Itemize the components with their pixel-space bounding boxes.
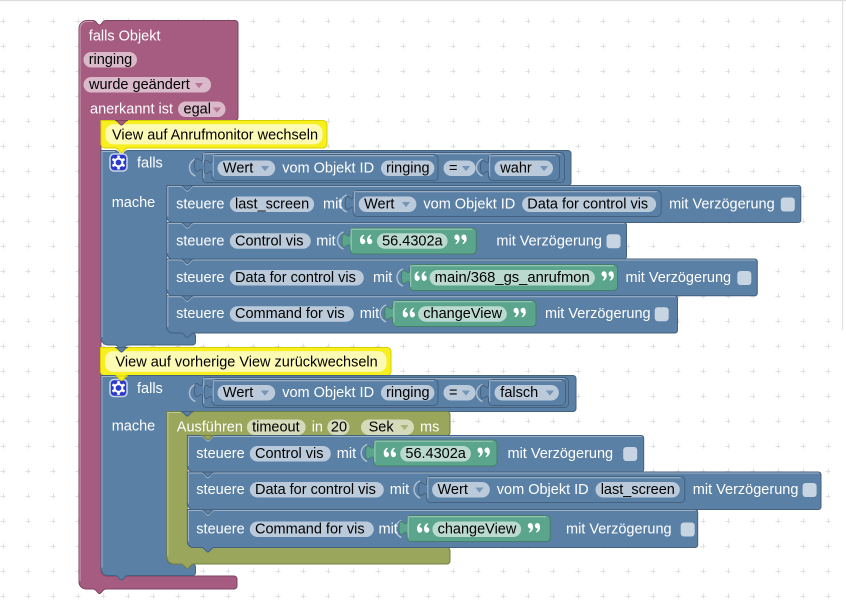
svg-text:vom Objekt ID: vom Objekt ID [423, 197, 515, 213]
svg-text:mit Verzögerung: mit Verzögerung [545, 306, 651, 322]
svg-text:mit Verzögerung: mit Verzögerung [508, 446, 614, 462]
svg-text:wurde geändert: wurde geändert [88, 77, 190, 93]
svg-text:mit Verzögerung: mit Verzögerung [669, 197, 775, 213]
svg-text:main/368_gs_anrufmon: main/368_gs_anrufmon [435, 270, 590, 286]
svg-text:timeout: timeout [252, 420, 300, 436]
svg-text:=: = [449, 385, 457, 401]
svg-text:mit Verzögerung: mit Verzögerung [496, 233, 602, 249]
svg-text:mit Verzögerung: mit Verzögerung [693, 482, 799, 498]
svg-text:mit Verzögerung: mit Verzögerung [626, 270, 732, 286]
svg-text:mache: mache [112, 419, 156, 435]
svg-text:Sek: Sek [369, 420, 395, 436]
svg-text:Command for vis: Command for vis [235, 306, 345, 322]
svg-text:steuere: steuere [176, 197, 224, 213]
svg-text:Ausführen: Ausführen [177, 420, 243, 436]
svg-text:mit: mit [379, 522, 398, 538]
svg-text:=: = [449, 161, 457, 177]
svg-text:Control vis: Control vis [255, 446, 324, 462]
svg-text:Wert: Wert [364, 197, 394, 213]
svg-text:Data for control vis: Data for control vis [527, 197, 648, 213]
svg-text:Wert: Wert [438, 482, 468, 498]
svg-text:steuere: steuere [196, 522, 244, 538]
svg-text:ringing: ringing [386, 385, 430, 401]
svg-text:ms: ms [420, 420, 439, 436]
svg-text:mit: mit [316, 233, 335, 249]
svg-text:vom Objekt ID: vom Objekt ID [497, 482, 589, 498]
svg-text:changeView: changeView [438, 522, 517, 538]
svg-text:changeView: changeView [423, 306, 502, 322]
svg-text:mache: mache [112, 195, 156, 211]
svg-text:56.4302a: 56.4302a [382, 233, 443, 249]
svg-text:mit Verzögerung: mit Verzögerung [566, 522, 672, 538]
svg-text:falls: falls [137, 381, 163, 397]
svg-text:ringing: ringing [386, 161, 430, 177]
svg-text:steuere: steuere [176, 233, 224, 249]
svg-text:last_screen: last_screen [235, 197, 309, 213]
svg-text:steuere: steuere [196, 482, 244, 498]
svg-text:wahr: wahr [499, 161, 532, 177]
svg-text:in: in [312, 420, 323, 436]
svg-text:Command for vis: Command for vis [255, 522, 365, 538]
svg-text:mit: mit [337, 446, 356, 462]
svg-text:mit: mit [360, 306, 379, 322]
svg-text:egal: egal [184, 102, 211, 118]
svg-text:56.4302a: 56.4302a [405, 446, 466, 462]
svg-text:steuere: steuere [196, 446, 244, 462]
svg-text:last_screen: last_screen [601, 482, 675, 498]
svg-text:anerkannt ist: anerkannt ist [90, 102, 173, 118]
svg-text:ringing: ringing [89, 52, 133, 68]
svg-text:vom Objekt ID: vom Objekt ID [282, 161, 374, 177]
svg-text:falls: falls [137, 156, 163, 172]
svg-text:Wert: Wert [223, 385, 253, 401]
svg-text:View auf vorherige View zurück: View auf vorherige View zurückwechseln [116, 355, 378, 371]
svg-text:steuere: steuere [176, 306, 224, 322]
svg-text:steuere: steuere [176, 270, 224, 286]
svg-text:mit: mit [390, 482, 409, 498]
svg-text:vom Objekt ID: vom Objekt ID [282, 385, 374, 401]
svg-text:20: 20 [331, 420, 347, 436]
svg-text:mit: mit [323, 197, 342, 213]
svg-text:Wert: Wert [223, 161, 253, 177]
svg-text:View auf Anrufmonitor wechseln: View auf Anrufmonitor wechseln [112, 127, 318, 143]
svg-text:Control vis: Control vis [235, 233, 304, 249]
svg-text:Data for control vis: Data for control vis [255, 482, 376, 498]
svg-text:falsch: falsch [500, 385, 538, 401]
svg-text:Data for control vis: Data for control vis [235, 270, 356, 286]
svg-text:falls Objekt: falls Objekt [89, 29, 161, 45]
svg-text:mit: mit [373, 270, 392, 286]
